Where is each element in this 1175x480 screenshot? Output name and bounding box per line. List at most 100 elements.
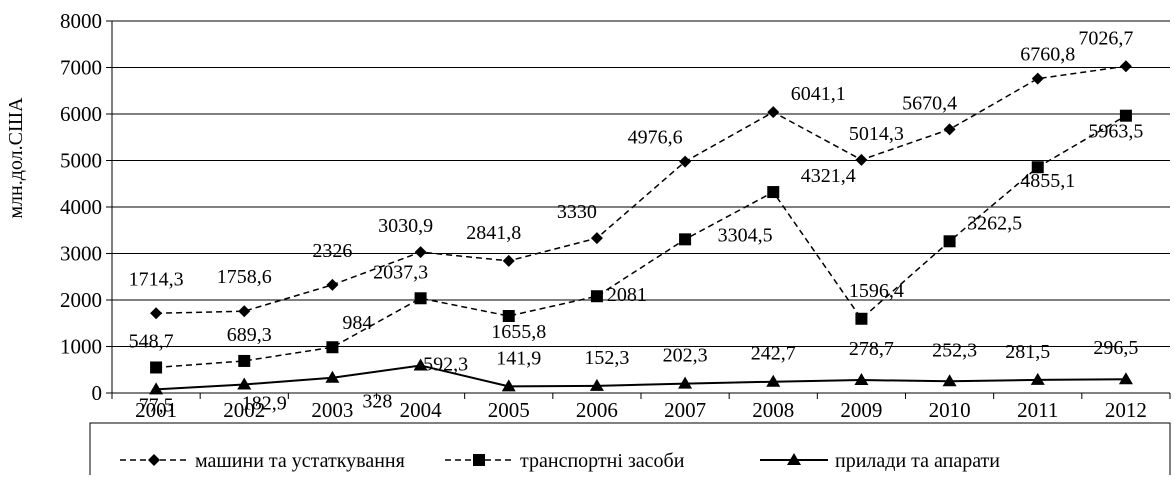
data-point-diamond: [679, 155, 692, 168]
data-point-square: [590, 290, 603, 303]
data-point-triangle: [149, 382, 164, 395]
x-tick-label: 2006: [576, 398, 618, 422]
data-label: 141,9: [496, 347, 541, 369]
data-label: 592,3: [423, 353, 468, 375]
x-tick-label: 2004: [400, 398, 443, 422]
data-label: 1714,3: [129, 268, 184, 290]
data-label: 1596,4: [849, 280, 904, 302]
y-tick-label: 2000: [60, 288, 102, 312]
data-label: 5670,4: [902, 92, 957, 114]
data-point-diamond: [1031, 72, 1044, 85]
data-label: 3262,5: [967, 212, 1022, 234]
data-point-square: [326, 341, 339, 354]
x-tick-label: 2010: [929, 398, 971, 422]
x-tick-label: 2007: [664, 398, 706, 422]
y-tick-label: 7000: [60, 56, 102, 80]
legend: машини та устаткування транспортні засоби…: [89, 422, 1171, 480]
data-point-diamond: [502, 254, 515, 267]
data-label: 77,5: [139, 394, 174, 416]
y-tick-label: 0: [92, 381, 103, 405]
data-point-triangle: [1118, 372, 1133, 385]
y-tick-label: 6000: [60, 102, 102, 126]
y-tick-label: 3000: [60, 242, 102, 266]
gridlines: [112, 20, 1170, 347]
legend-marker-square: [473, 454, 485, 466]
data-label: 7026,7: [1078, 27, 1133, 49]
data-point-square: [1031, 161, 1044, 174]
x-tick-label: 2005: [488, 398, 530, 422]
data-point-square: [414, 292, 427, 305]
x-tick-label: 2012: [1105, 398, 1147, 422]
data-label: 2326: [312, 240, 352, 262]
data-label: 281,5: [1005, 341, 1050, 363]
y-tick-labels: 0 1000 2000 3000 4000 5000 6000 7000 8000: [60, 9, 102, 405]
data-label: 3304,5: [718, 224, 773, 246]
data-point-diamond: [326, 278, 339, 291]
data-point-triangle: [678, 376, 693, 389]
legend-box: [89, 422, 1171, 480]
y-tick-label: 1000: [60, 335, 102, 359]
data-point-diamond: [590, 232, 603, 245]
data-point-diamond: [150, 307, 163, 320]
data-point-diamond: [414, 246, 427, 259]
data-point-triangle: [237, 377, 252, 390]
data-point-triangle: [501, 379, 516, 392]
data-label: 4855,1: [1020, 170, 1075, 192]
data-point-square: [855, 312, 868, 325]
data-point-triangle: [766, 374, 781, 387]
data-point-diamond: [943, 123, 956, 136]
data-point-square: [679, 233, 692, 246]
data-label: 252,3: [932, 339, 977, 361]
data-label: 5014,3: [849, 123, 904, 145]
data-point-square: [238, 354, 251, 367]
data-label: 296,5: [1093, 337, 1138, 359]
data-point-square: [150, 361, 163, 374]
data-label: 2081: [607, 284, 647, 306]
data-point-square: [767, 186, 780, 199]
series-line-3: [156, 364, 1126, 391]
axes: [106, 20, 1171, 399]
legend-marker-triangle: [787, 453, 801, 465]
data-point-triangle: [942, 374, 957, 387]
data-label: 3030,9: [378, 215, 433, 237]
y-tick-label: 4000: [60, 195, 102, 219]
data-label: 2841,8: [466, 222, 521, 244]
x-tick-label: 2002: [223, 398, 265, 422]
data-label: 689,3: [227, 324, 272, 346]
data-label: 4976,6: [628, 127, 683, 149]
data-label: 1758,6: [217, 266, 272, 288]
legend-label: прилади та апарати: [835, 450, 1000, 472]
data-point-diamond: [767, 106, 780, 119]
series-line-2: [156, 115, 1127, 369]
data-labels: 1714,3 1758,6 2326 3030,9 2841,8 3330 4976,6 60…: [129, 27, 1144, 416]
y-axis-title: млн.дол.США: [5, 97, 27, 219]
data-label: 6760,8: [1020, 44, 1075, 66]
data-label: 984: [342, 312, 372, 334]
x-tick-label: 2011: [1017, 398, 1058, 422]
data-label: 242,7: [751, 343, 796, 365]
x-tick-label: 2009: [840, 398, 882, 422]
x-tick-label: 2001: [135, 398, 177, 422]
data-label: 4321,4: [801, 165, 856, 187]
data-point-square: [1119, 109, 1132, 122]
data-label: 5963,5: [1088, 121, 1143, 143]
x-tick-labels: 2001 2002 2003 2004 2005 2006 2007 2008 2009 2010…: [135, 398, 1147, 422]
data-point-square: [502, 310, 515, 323]
data-point-triangle: [589, 378, 604, 391]
legend-label: машини та устаткування: [195, 450, 405, 472]
data-point-triangle: [1030, 372, 1045, 385]
data-point-triangle: [325, 370, 340, 383]
series-group: [149, 60, 1133, 395]
data-label: 3330: [557, 201, 597, 223]
data-label: 6041,1: [791, 83, 846, 105]
data-label: 548,7: [129, 330, 174, 352]
data-label: 278,7: [849, 338, 894, 360]
data-label: 328: [362, 391, 392, 413]
data-label: 1655,8: [491, 321, 546, 343]
data-point-square: [943, 235, 956, 248]
y-tick-label: 8000: [60, 9, 102, 33]
y-tick-label: 5000: [60, 149, 102, 173]
data-label: 2037,3: [373, 261, 428, 283]
